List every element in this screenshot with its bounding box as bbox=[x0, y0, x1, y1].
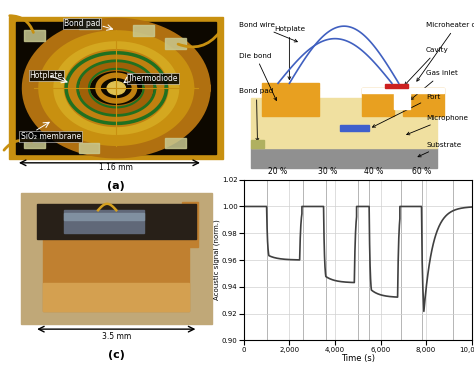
Text: SiO₂ membrane: SiO₂ membrane bbox=[20, 132, 81, 141]
Text: Hotplate: Hotplate bbox=[30, 71, 63, 80]
Text: 60 %: 60 % bbox=[412, 167, 431, 176]
Text: 30 %: 30 % bbox=[319, 167, 338, 176]
Text: Microphone: Microphone bbox=[407, 115, 468, 135]
Y-axis label: Acoustic signal (norm.): Acoustic signal (norm.) bbox=[214, 220, 220, 300]
Text: Gas inlet: Gas inlet bbox=[410, 71, 458, 100]
Text: Bond wire: Bond wire bbox=[239, 22, 297, 42]
Bar bbox=[251, 98, 438, 149]
Text: Die bond: Die bond bbox=[239, 53, 276, 100]
Circle shape bbox=[107, 82, 126, 94]
Text: 3.5 mm: 3.5 mm bbox=[101, 332, 131, 341]
Bar bbox=[262, 83, 319, 88]
Bar bbox=[79, 143, 99, 153]
Text: 1.16 mm: 1.16 mm bbox=[100, 163, 133, 172]
Text: Thermodiode: Thermodiode bbox=[128, 74, 178, 83]
Bar bbox=[24, 30, 45, 41]
Bar bbox=[385, 84, 408, 88]
Text: Hotplate: Hotplate bbox=[274, 26, 305, 79]
Bar bbox=[339, 125, 369, 131]
Bar bbox=[362, 88, 444, 93]
X-axis label: Time (s): Time (s) bbox=[341, 354, 375, 363]
Bar bbox=[44, 283, 189, 311]
Text: Port: Port bbox=[373, 94, 440, 127]
Bar bbox=[64, 213, 144, 220]
Text: Microheater chip: Microheater chip bbox=[417, 22, 474, 81]
Bar bbox=[24, 138, 45, 148]
Bar bbox=[182, 202, 198, 247]
Text: (c): (c) bbox=[108, 350, 125, 360]
Bar bbox=[64, 210, 144, 233]
Text: Substrate: Substrate bbox=[418, 142, 461, 157]
Bar bbox=[403, 88, 444, 116]
Bar bbox=[9, 18, 223, 159]
Bar bbox=[79, 19, 99, 29]
Bar bbox=[36, 204, 196, 239]
Text: Bond pad: Bond pad bbox=[64, 19, 100, 28]
Text: Bond pad: Bond pad bbox=[239, 88, 273, 141]
Bar bbox=[394, 88, 410, 109]
Text: (b): (b) bbox=[349, 180, 367, 191]
Bar bbox=[251, 149, 438, 168]
Bar bbox=[165, 138, 186, 148]
Bar bbox=[362, 88, 394, 116]
Text: (a): (a) bbox=[108, 181, 125, 191]
Bar bbox=[133, 26, 154, 36]
Bar bbox=[20, 193, 212, 324]
Bar bbox=[251, 141, 264, 149]
Text: 40 %: 40 % bbox=[364, 167, 383, 176]
Bar bbox=[44, 223, 189, 311]
Bar bbox=[16, 22, 217, 154]
Text: 20 %: 20 % bbox=[268, 167, 288, 176]
Bar bbox=[262, 88, 319, 116]
Bar bbox=[165, 38, 186, 49]
Text: Cavity: Cavity bbox=[405, 47, 449, 85]
